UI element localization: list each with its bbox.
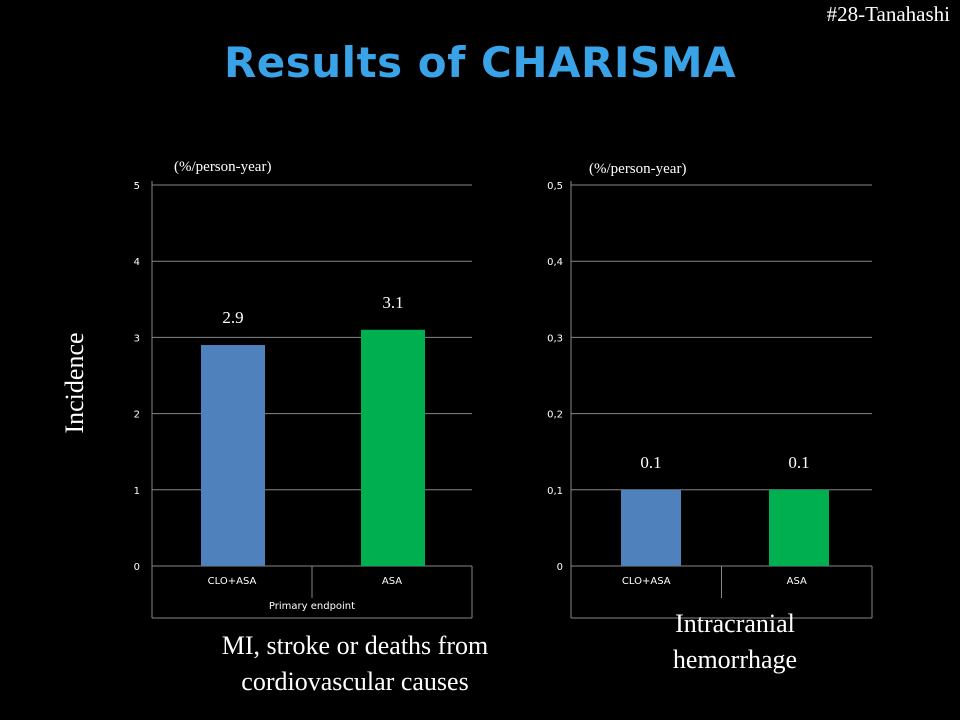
caption-right-line-2: hemorrhage (672, 645, 798, 674)
bar-clo-asa (201, 345, 265, 566)
caption-left-line-2: cordiovascular causes (241, 667, 469, 696)
y-tick-label: 4 (134, 257, 140, 268)
y-tick-label: 0,3 (547, 333, 563, 344)
unit-label-left: (%/person-year) (174, 159, 272, 175)
caption-right-line-1: Intracranial (675, 609, 795, 638)
data-label: 3.1 (382, 293, 403, 312)
x-axis-title: Primary endpoint (269, 601, 355, 612)
slide-tag: #28-Tanahashi (826, 2, 950, 26)
y-tick-label: 0,2 (547, 410, 563, 421)
category-label: CLO+ASA (208, 576, 257, 587)
y-tick-label: 3 (134, 333, 140, 344)
caption-left: MI, stroke or deaths from cordiovascular… (160, 628, 550, 700)
y-tick-label: 2 (134, 410, 140, 421)
y-tick-label: 0,5 (547, 181, 563, 192)
bar-asa (361, 329, 425, 566)
data-label: 2.9 (222, 308, 243, 327)
y-tick-label: 0,1 (547, 486, 563, 497)
category-label: ASA (382, 576, 402, 587)
category-label: CLO+ASA (622, 576, 671, 587)
bar-clo-asa (621, 489, 681, 566)
slide-title: Results of CHARISMA (223, 38, 737, 87)
y-tick-label: 0 (557, 562, 563, 573)
y-tick-label: 0 (134, 562, 140, 573)
caption-left-line-1: MI, stroke or deaths from (221, 631, 489, 660)
y-tick-label: 5 (134, 181, 140, 192)
caption-right: Intracranial hemorrhage (610, 606, 860, 678)
category-label: ASA (787, 576, 807, 587)
y-tick-label: 1 (134, 486, 140, 497)
bar-asa (769, 489, 829, 566)
unit-label-right: (%/person-year) (589, 161, 687, 177)
data-label: 0.1 (640, 453, 661, 472)
data-label: 0.1 (788, 453, 809, 472)
y-tick-label: 0,4 (547, 257, 563, 268)
